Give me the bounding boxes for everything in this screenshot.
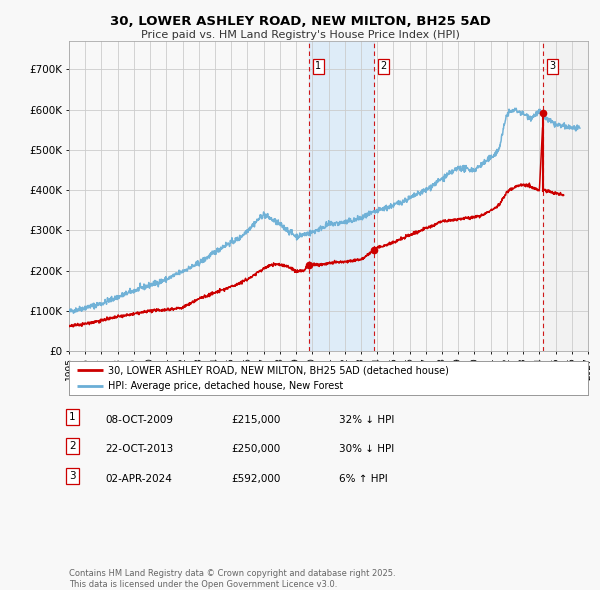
Bar: [544, 41, 588, 351]
Text: 3: 3: [549, 61, 555, 71]
Text: 1: 1: [69, 412, 76, 422]
Text: 02-APR-2024: 02-APR-2024: [105, 474, 172, 484]
Text: 1: 1: [315, 61, 321, 71]
Text: 32% ↓ HPI: 32% ↓ HPI: [339, 415, 394, 425]
Text: 30% ↓ HPI: 30% ↓ HPI: [339, 444, 394, 454]
Text: 08-OCT-2009: 08-OCT-2009: [105, 415, 173, 425]
Text: 2: 2: [69, 441, 76, 451]
Text: 30, LOWER ASHLEY ROAD, NEW MILTON, BH25 5AD: 30, LOWER ASHLEY ROAD, NEW MILTON, BH25 …: [110, 15, 490, 28]
Text: £592,000: £592,000: [231, 474, 280, 484]
Text: £215,000: £215,000: [231, 415, 280, 425]
Text: HPI: Average price, detached house, New Forest: HPI: Average price, detached house, New …: [108, 381, 343, 391]
Text: 2: 2: [380, 61, 387, 71]
Text: 3: 3: [69, 471, 76, 481]
Text: 30, LOWER ASHLEY ROAD, NEW MILTON, BH25 5AD (detached house): 30, LOWER ASHLEY ROAD, NEW MILTON, BH25 …: [108, 365, 449, 375]
Bar: [544, 41, 588, 351]
Text: Contains HM Land Registry data © Crown copyright and database right 2025.
This d: Contains HM Land Registry data © Crown c…: [69, 569, 395, 589]
Bar: [308, 41, 374, 351]
Text: Price paid vs. HM Land Registry's House Price Index (HPI): Price paid vs. HM Land Registry's House …: [140, 30, 460, 40]
Text: 22-OCT-2013: 22-OCT-2013: [105, 444, 173, 454]
Text: £250,000: £250,000: [231, 444, 280, 454]
Text: 6% ↑ HPI: 6% ↑ HPI: [339, 474, 388, 484]
